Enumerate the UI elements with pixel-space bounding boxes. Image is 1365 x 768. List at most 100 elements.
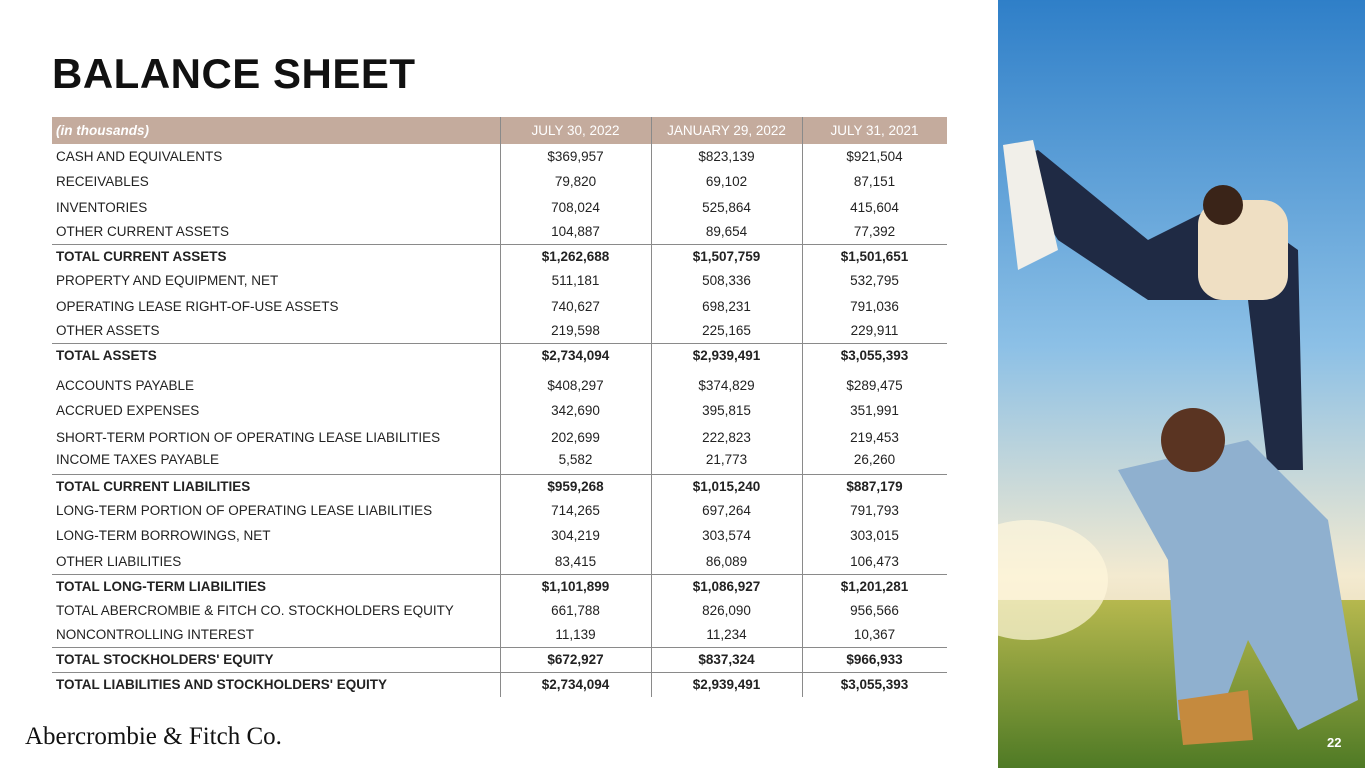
row-value: 10,367 xyxy=(853,627,896,642)
row-value: 708,024 xyxy=(551,200,600,215)
row-divider xyxy=(52,672,947,673)
column-divider xyxy=(651,117,652,697)
column-header: JULY 31, 2021 xyxy=(830,123,919,138)
row-value: 525,864 xyxy=(702,200,751,215)
row-label: OTHER LIABILITIES xyxy=(56,554,182,569)
row-value: 956,566 xyxy=(850,603,899,618)
row-value: $1,501,651 xyxy=(840,249,909,264)
row-value: 826,090 xyxy=(702,603,751,618)
row-label: LONG-TERM BORROWINGS, NET xyxy=(56,528,271,543)
row-label: ACCOUNTS PAYABLE xyxy=(56,378,195,393)
jumper-head xyxy=(1203,185,1243,225)
row-value: 104,887 xyxy=(551,224,600,239)
row-divider xyxy=(52,474,947,475)
row-value: 69,102 xyxy=(705,174,748,189)
row-label: TOTAL CURRENT LIABILITIES xyxy=(56,479,251,494)
row-value: 740,627 xyxy=(551,299,600,314)
row-value: 415,604 xyxy=(850,200,899,215)
row-label: INCOME TAXES PAYABLE xyxy=(56,452,220,467)
balance-table: (in thousands) JULY 30, 2022 JANUARY 29, 2… xyxy=(52,117,947,697)
row-value: $837,324 xyxy=(698,652,755,667)
row-value: $3,055,393 xyxy=(840,677,909,692)
row-value: 342,690 xyxy=(551,403,600,418)
crouching-denim xyxy=(1118,440,1358,730)
column-header: JULY 30, 2022 xyxy=(531,123,620,138)
slide-title: BALANCE SHEET xyxy=(52,50,416,97)
row-label: RECEIVABLES xyxy=(56,174,149,189)
row-value: $369,957 xyxy=(547,149,604,164)
row-value: 714,265 xyxy=(551,503,600,518)
row-value: 5,582 xyxy=(558,452,593,467)
row-value: 697,264 xyxy=(702,503,751,518)
row-value: 351,991 xyxy=(850,403,899,418)
sun-glare xyxy=(998,520,1108,640)
row-label: PROPERTY AND EQUIPMENT, NET xyxy=(56,273,279,288)
row-label: CASH AND EQUIVALENTS xyxy=(56,149,223,164)
row-value: 303,015 xyxy=(850,528,899,543)
row-label: SHORT-TERM PORTION OF OPERATING LEASE LI… xyxy=(56,430,441,445)
row-value: $672,927 xyxy=(547,652,604,667)
row-value: $2,939,491 xyxy=(692,348,761,363)
row-label: OTHER CURRENT ASSETS xyxy=(56,224,230,239)
row-divider xyxy=(52,647,947,648)
row-value: 791,793 xyxy=(850,503,899,518)
row-label: INVENTORIES xyxy=(56,200,148,215)
row-label: TOTAL CURRENT ASSETS xyxy=(56,249,227,264)
row-value: 222,823 xyxy=(702,430,751,445)
row-divider xyxy=(52,343,947,344)
row-label: TOTAL ASSETS xyxy=(56,348,157,363)
column-divider xyxy=(500,117,501,697)
row-value: $289,475 xyxy=(846,378,903,393)
row-value: $966,933 xyxy=(846,652,903,667)
company-logo: Abercrombie & Fitch Co. xyxy=(25,723,282,750)
row-value: 225,165 xyxy=(702,323,751,338)
row-value: 202,699 xyxy=(551,430,600,445)
row-label: OTHER ASSETS xyxy=(56,323,160,338)
row-value: $1,015,240 xyxy=(692,479,761,494)
row-value: 11,139 xyxy=(555,627,596,642)
row-label: LONG-TERM PORTION OF OPERATING LEASE LIA… xyxy=(56,503,433,518)
column-header: (in thousands) xyxy=(56,123,149,138)
row-value: 791,036 xyxy=(850,299,899,314)
row-value: $2,734,094 xyxy=(541,348,610,363)
header-band xyxy=(52,117,947,144)
row-value: 508,336 xyxy=(702,273,751,288)
row-value: $3,055,393 xyxy=(840,348,909,363)
row-label: OPERATING LEASE RIGHT-OF-USE ASSETS xyxy=(56,299,339,314)
column-header: JANUARY 29, 2022 xyxy=(667,123,786,138)
row-value: 511,181 xyxy=(551,273,600,288)
row-value: 304,219 xyxy=(551,528,600,543)
column-divider xyxy=(802,117,803,697)
row-value: 229,911 xyxy=(850,323,899,338)
row-value: $887,179 xyxy=(846,479,903,494)
row-value: $1,086,927 xyxy=(692,579,761,594)
row-value: 83,415 xyxy=(554,554,597,569)
row-value: 77,392 xyxy=(853,224,896,239)
row-label: TOTAL ABERCROMBIE & FITCH CO. STOCKHOLDE… xyxy=(56,603,454,618)
row-divider xyxy=(52,574,947,575)
row-value: $374,829 xyxy=(698,378,755,393)
row-value: 86,089 xyxy=(705,554,748,569)
row-value: 21,773 xyxy=(705,452,748,467)
row-value: $1,507,759 xyxy=(692,249,761,264)
row-value: $921,504 xyxy=(846,149,903,164)
row-value: 89,654 xyxy=(705,224,748,239)
row-value: 661,788 xyxy=(551,603,600,618)
row-value: $959,268 xyxy=(547,479,604,494)
row-value: $2,734,094 xyxy=(541,677,610,692)
row-value: $1,201,281 xyxy=(840,579,909,594)
row-value: $823,139 xyxy=(698,149,755,164)
sneaker xyxy=(1178,690,1253,745)
row-value: $1,262,688 xyxy=(541,249,610,264)
row-label: TOTAL LONG-TERM LIABILITIES xyxy=(56,579,266,594)
row-label: TOTAL LIABILITIES AND STOCKHOLDERS' EQUI… xyxy=(56,677,387,692)
shoe xyxy=(1003,140,1058,270)
row-label: TOTAL STOCKHOLDERS' EQUITY xyxy=(56,652,274,667)
row-value: 87,151 xyxy=(853,174,896,189)
row-value: 303,574 xyxy=(702,528,751,543)
row-value: $1,101,899 xyxy=(541,579,610,594)
crouching-head xyxy=(1161,408,1225,472)
row-value: $2,939,491 xyxy=(692,677,761,692)
row-value: 26,260 xyxy=(853,452,896,467)
